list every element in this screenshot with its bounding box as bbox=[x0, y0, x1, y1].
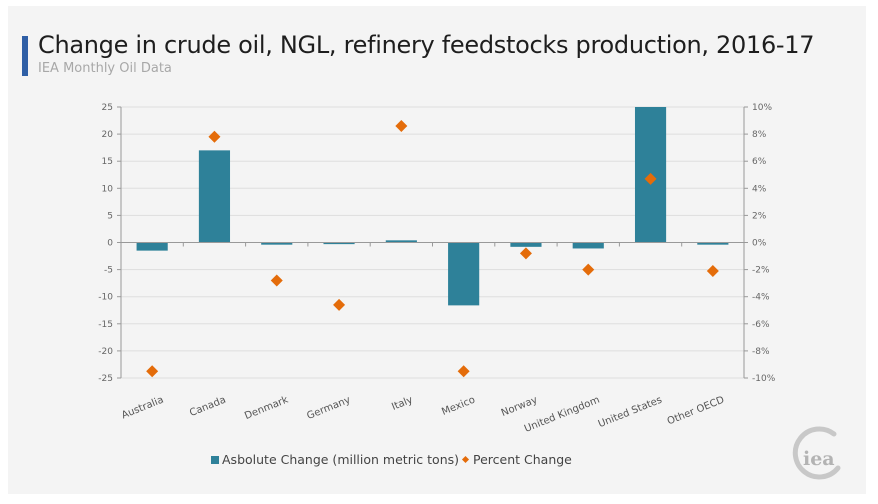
logo-text: iea bbox=[803, 448, 835, 470]
x-axis-label: Norway bbox=[500, 395, 539, 419]
left-axis-tick-label: 15 bbox=[102, 157, 113, 167]
point-other-oecd bbox=[706, 264, 719, 277]
right-axis-tick-label: -4% bbox=[752, 293, 770, 303]
chart-subtitle: IEA Monthly Oil Data bbox=[38, 61, 172, 76]
bar-denmark bbox=[261, 242, 293, 245]
chart-title: Change in crude oil, NGL, refinery feeds… bbox=[38, 31, 815, 59]
left-axis-tick-label: 10 bbox=[102, 184, 114, 194]
bar-canada bbox=[198, 150, 231, 243]
legend-swatch-diamond bbox=[461, 455, 470, 464]
point-germany bbox=[333, 298, 346, 311]
legend-item-percent-change: Percent Change bbox=[461, 452, 572, 467]
x-axis-label: United States bbox=[597, 395, 664, 431]
point-italy bbox=[395, 119, 408, 132]
right-axis-tick-label: 0% bbox=[752, 239, 767, 249]
point-norway bbox=[519, 247, 532, 260]
right-axis-tick-label: 6% bbox=[752, 157, 767, 167]
left-axis-tick-label: 5 bbox=[107, 211, 113, 221]
title-accent-bar bbox=[22, 36, 28, 76]
left-axis-tick-label: 25 bbox=[102, 103, 113, 113]
x-axis-label: Italy bbox=[390, 395, 414, 413]
left-axis-tick-label: -5 bbox=[104, 266, 113, 276]
bar-australia bbox=[136, 242, 168, 251]
point-united-states bbox=[644, 172, 657, 185]
right-axis-tick-label: -6% bbox=[752, 320, 770, 330]
point-mexico bbox=[457, 365, 470, 378]
right-axis-tick-label: 2% bbox=[752, 211, 767, 221]
x-axis-label: Other OECD bbox=[666, 394, 726, 427]
right-axis-tick-label: -10% bbox=[752, 374, 776, 384]
left-axis-tick-label: -10 bbox=[98, 293, 113, 303]
right-axis-tick-label: 10% bbox=[752, 103, 772, 113]
point-united-kingdom bbox=[582, 263, 595, 276]
legend-item-absolute-change: Asbolute Change (million metric tons) bbox=[211, 452, 459, 467]
bar-norway bbox=[510, 242, 542, 247]
bar-united-kingdom bbox=[572, 242, 604, 249]
x-axis-label: Australia bbox=[120, 395, 165, 422]
left-axis-tick-label: -25 bbox=[98, 374, 113, 384]
left-axis-tick-label: -20 bbox=[98, 347, 113, 357]
iea-logo-icon: iea bbox=[792, 426, 841, 480]
right-axis-tick-label: -2% bbox=[752, 266, 770, 276]
legend-label-absolute-change: Asbolute Change (million metric tons) bbox=[222, 452, 460, 467]
point-canada bbox=[208, 130, 221, 143]
left-axis-tick-label: -15 bbox=[98, 320, 113, 330]
bar-germany bbox=[323, 242, 355, 245]
x-axis-label: Denmark bbox=[243, 395, 290, 422]
x-axis-label: Canada bbox=[188, 395, 227, 419]
legend-label-percent-change: Percent Change bbox=[473, 452, 572, 467]
point-denmark bbox=[270, 274, 283, 287]
legend-swatch-bar bbox=[211, 456, 219, 464]
left-axis-tick-label: 0 bbox=[107, 239, 113, 249]
bar-other-oecd bbox=[697, 242, 729, 245]
bar-italy bbox=[385, 240, 417, 243]
right-axis-tick-label: 4% bbox=[752, 184, 767, 194]
x-axis-label: Mexico bbox=[440, 395, 476, 418]
bar-mexico bbox=[448, 242, 480, 306]
left-axis-tick-label: 20 bbox=[102, 130, 114, 140]
point-australia bbox=[146, 365, 159, 378]
right-axis-tick-label: 8% bbox=[752, 130, 767, 140]
right-axis-tick-label: -8% bbox=[752, 347, 770, 357]
x-axis-label: Germany bbox=[305, 395, 352, 422]
